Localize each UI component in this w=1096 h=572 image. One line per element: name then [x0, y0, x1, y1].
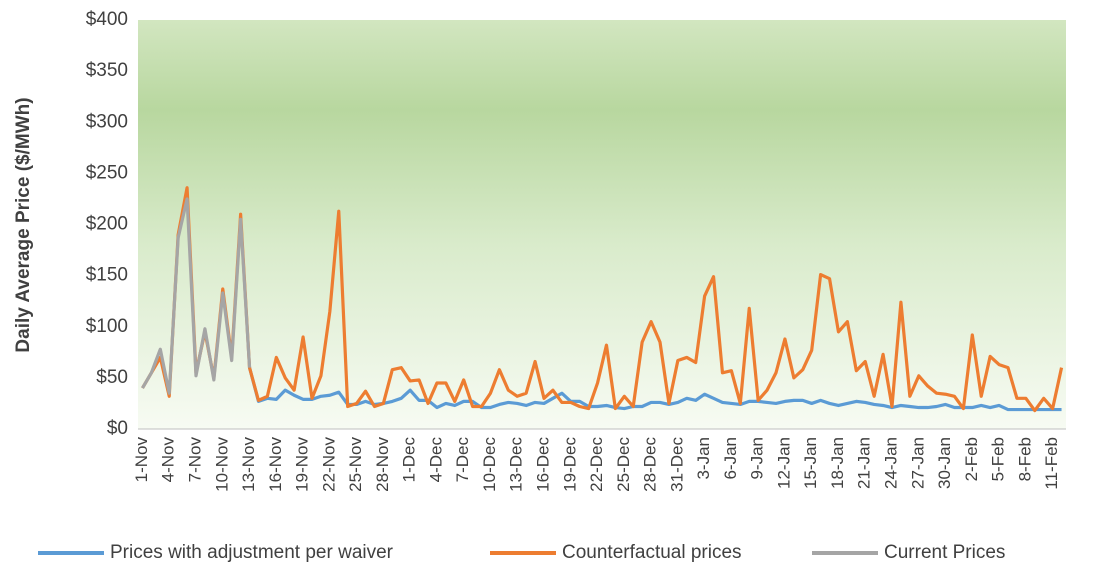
y-tick-label: $200: [86, 214, 128, 235]
x-tick-label: 8-Feb: [1015, 437, 1034, 481]
x-tick-label: 28-Dec: [641, 437, 660, 492]
x-tick-label: 27-Jan: [908, 437, 927, 489]
x-tick-label: 1-Nov: [132, 437, 151, 483]
x-tick-label: 7-Nov: [185, 437, 204, 483]
legend-label: Prices with adjustment per waiver: [110, 542, 394, 563]
y-tick-label: $150: [86, 265, 128, 286]
y-axis-label: Daily Average Price ($/MWh): [13, 97, 34, 352]
x-tick-label: 18-Jan: [828, 437, 847, 489]
x-tick-label: 19-Dec: [560, 437, 579, 492]
x-tick-label: 28-Nov: [373, 437, 392, 492]
x-tick-label: 16-Nov: [266, 437, 285, 492]
x-tick-label: 6-Jan: [721, 437, 740, 480]
x-tick-label: 25-Dec: [614, 437, 633, 492]
x-tick-label: 19-Nov: [293, 437, 312, 492]
x-tick-label: 12-Jan: [774, 437, 793, 489]
y-tick-label: $100: [86, 316, 128, 337]
series-line: [141, 197, 252, 395]
x-tick-label: 30-Jan: [935, 437, 954, 489]
x-tick-label: 25-Nov: [346, 437, 365, 492]
y-tick-label: $50: [96, 367, 128, 388]
x-tick-label: 16-Dec: [533, 437, 552, 492]
y-tick-label: $250: [86, 162, 128, 183]
x-tick-label: 4-Nov: [159, 437, 178, 483]
y-tick-label: $350: [86, 60, 128, 81]
x-tick-label: 21-Jan: [855, 437, 874, 489]
x-tick-label: 3-Jan: [694, 437, 713, 480]
x-tick-label: 11-Feb: [1042, 437, 1061, 490]
x-tick-label: 7-Dec: [453, 437, 472, 483]
y-tick-label: $400: [86, 9, 128, 30]
x-tick-label: 5-Feb: [989, 437, 1008, 481]
x-tick-label: 4-Dec: [426, 437, 445, 483]
x-tick-label: 24-Jan: [881, 437, 900, 489]
x-tick-label: 9-Jan: [748, 437, 767, 480]
x-tick-label: 2-Feb: [962, 437, 981, 481]
x-tick-label: 13-Dec: [507, 437, 526, 492]
x-tick-label: 13-Nov: [239, 437, 258, 492]
x-tick-label: 22-Dec: [587, 437, 606, 492]
x-tick-label: 10-Dec: [480, 437, 499, 492]
legend-label: Current Prices: [884, 542, 1005, 563]
x-tick-label: 31-Dec: [667, 437, 686, 492]
series-line: [141, 186, 1064, 413]
x-tick-label: 22-Nov: [319, 437, 338, 492]
legend-label: Counterfactual prices: [562, 542, 742, 563]
y-tick-label: $0: [107, 418, 128, 439]
x-tick-label: 10-Nov: [212, 437, 231, 492]
x-tick-label: 1-Dec: [400, 437, 419, 483]
y-tick-label: $300: [86, 111, 128, 132]
x-tick-label: 15-Jan: [801, 437, 820, 489]
